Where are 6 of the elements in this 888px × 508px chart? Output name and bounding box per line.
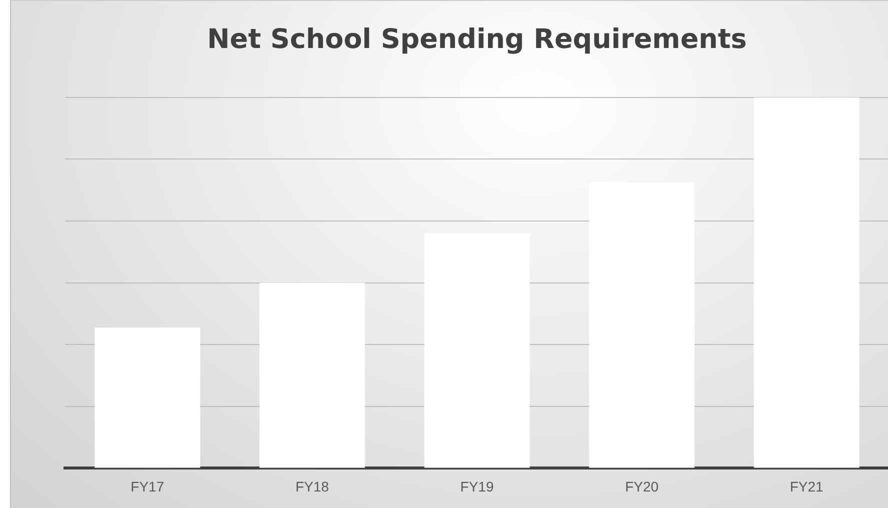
x-tick-label: FY18	[295, 478, 330, 494]
x-tick-label: FY17	[130, 478, 164, 494]
x-tick-label: FY20	[625, 478, 659, 494]
x-tick-label: FY21	[790, 478, 824, 494]
x-tick-label: FY19	[460, 478, 494, 494]
chart-title: Net School Spending Requirements	[207, 24, 747, 56]
